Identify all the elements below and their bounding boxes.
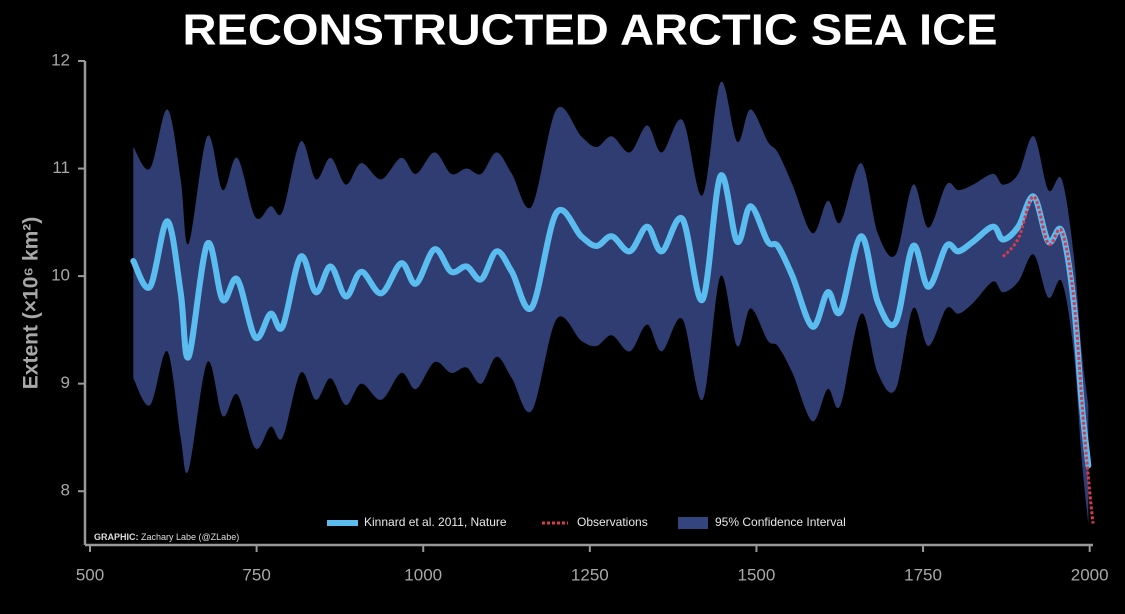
x-tick-label: 750 (242, 565, 270, 584)
legend-label: 95% Confidence Interval (715, 515, 846, 529)
legend-swatch (678, 517, 708, 529)
legend-label: Observations (577, 515, 648, 529)
x-tick-label: 1750 (904, 565, 942, 584)
credit-text: Zachary Labe (@ZLabe) (141, 532, 239, 542)
x-tick-label: 1000 (404, 565, 442, 584)
y-tick-label: 8 (61, 481, 70, 500)
credit: GRAPHIC: Zachary Labe (@ZLabe) (94, 532, 239, 542)
y-tick-label: 11 (52, 158, 70, 177)
reconstruction-line (130, 172, 1092, 469)
legend-label: Kinnard et al. 2011, Nature (364, 515, 507, 529)
y-tick-label: 12 (51, 50, 70, 69)
credit-label: GRAPHIC: (94, 532, 139, 542)
y-axis-label: Extent (×10⁶ km²) (20, 217, 43, 389)
y-tick-label: 9 (61, 373, 70, 392)
confidence-band (133, 81, 1089, 524)
y-tick-label: 10 (51, 266, 70, 285)
x-tick-label: 500 (76, 565, 104, 584)
x-tick-label: 2000 (1071, 565, 1109, 584)
chart-title: RECONSTRUCTED ARCTIC SEA ICE (183, 6, 998, 55)
observations-line (1001, 195, 1095, 524)
x-tick-label: 1500 (738, 565, 776, 584)
x-tick-label: 1250 (571, 565, 609, 584)
